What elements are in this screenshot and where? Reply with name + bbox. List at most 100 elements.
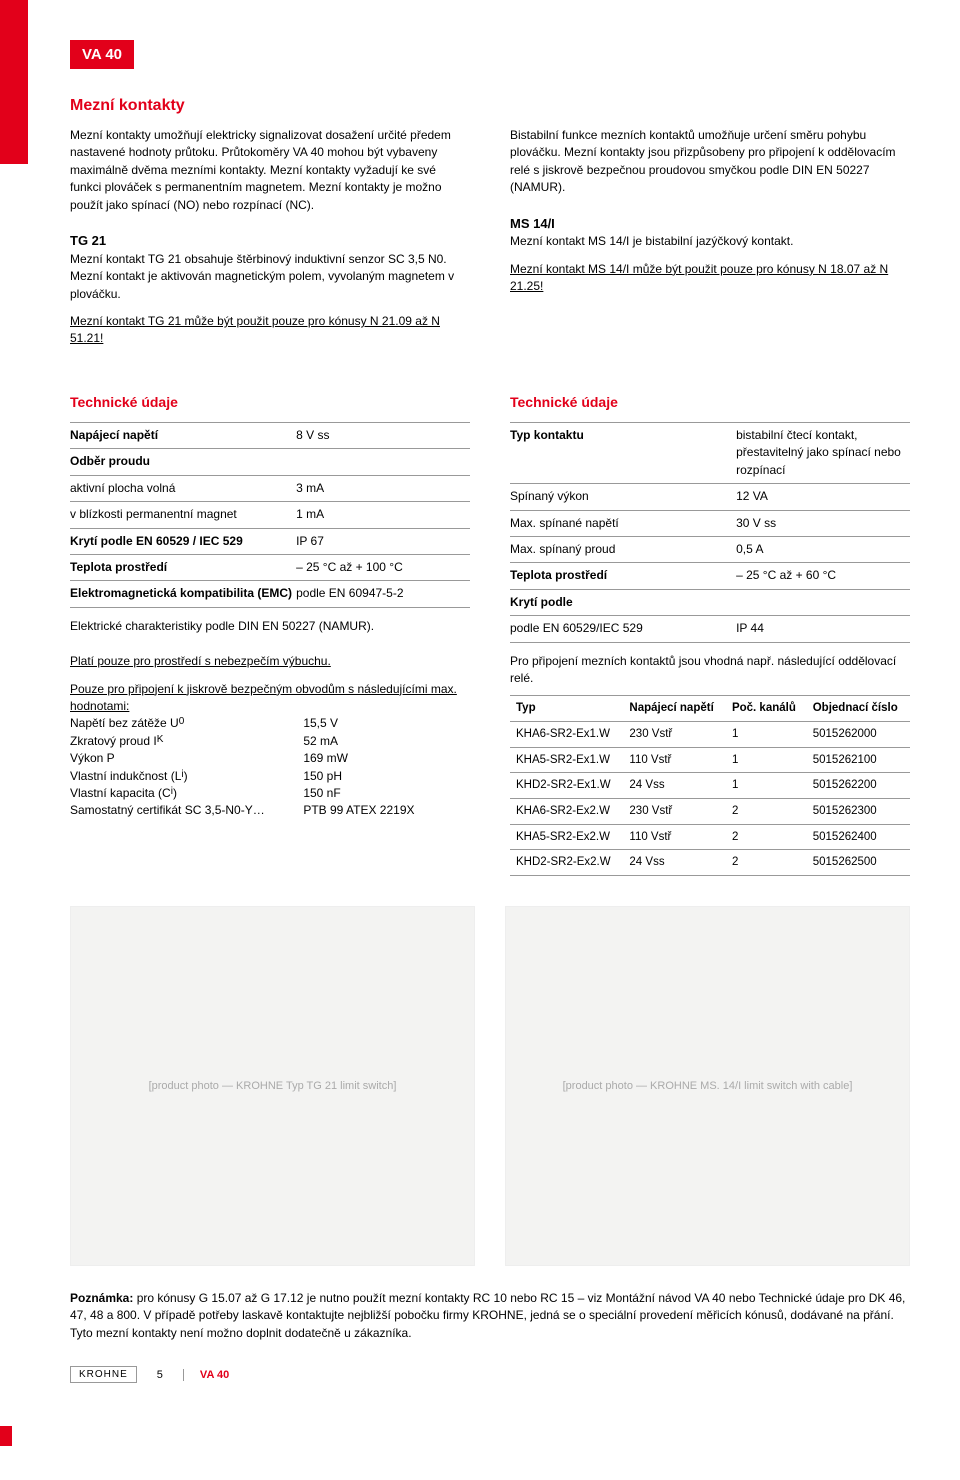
footer-logo: KROHNE [70, 1366, 137, 1383]
hodnoty-row: Zkratový proud IK52 mA [70, 733, 470, 750]
table-header-row: TypNapájecí napětíPoč. kanálůObjednací č… [510, 696, 910, 722]
hodnoty-label: Samostatný certifikát SC 3,5-N0-Y… [70, 802, 303, 819]
table-cell: 5015262000 [807, 722, 910, 748]
ms14-p1: Mezní kontakt MS 14/I je bistabilní jazý… [510, 233, 910, 250]
table-cell: KHD2-SR2-Ex2.W [510, 850, 623, 876]
intro-left-p1: Mezní kontakty umožňují elektricky signa… [70, 127, 470, 214]
table-row: KHA5-SR2-Ex1.W110 Vstř15015262100 [510, 747, 910, 773]
hodnoty-row: Výkon P169 mW [70, 750, 470, 767]
spec-value: – 25 °C až + 100 °C [296, 559, 470, 576]
hodnoty-value: PTB 99 ATEX 2219X [303, 802, 470, 819]
bottom-note-text: pro kónusy G 15.07 až G 17.12 je nutno p… [70, 1291, 905, 1340]
spec-row: Krytí podle EN 60529 / IEC 529IP 67 [70, 528, 470, 554]
table-cell: KHA5-SR2-Ex1.W [510, 747, 623, 773]
table-cell: 110 Vstř [623, 824, 726, 850]
tech-left-hodnoty: Napětí bez zátěže U015,5 VZkratový proud… [70, 715, 470, 819]
table-header-cell: Poč. kanálů [726, 696, 807, 722]
hodnoty-row: Samostatný certifikát SC 3,5-N0-Y…PTB 99… [70, 802, 470, 819]
ms14-p2: Mezní kontakt MS 14/I může být použit po… [510, 261, 910, 296]
tech-right-spec-block: Typ kontaktubistabilní čtecí kontakt, př… [510, 422, 910, 643]
photo-area: [product photo — KROHNE Typ TG 21 limit … [70, 906, 910, 1266]
hodnoty-value: 169 mW [303, 750, 470, 767]
spec-row: Max. spínané napětí30 V ss [510, 510, 910, 536]
spec-row: aktivní plocha volná3 mA [70, 475, 470, 501]
tech-left-note3: Pouze pro připojení k jiskrově bezpečným… [70, 681, 470, 716]
footer: KROHNE 5 VA 40 [70, 1366, 910, 1383]
spec-row: Napájecí napětí8 V ss [70, 422, 470, 448]
hodnoty-label: Vlastní kapacita (Ci) [70, 785, 303, 802]
spec-label: v blízkosti permanentní magnet [70, 506, 296, 523]
spec-value: IP 44 [736, 620, 910, 637]
spec-row: v blízkosti permanentní magnet1 mA [70, 501, 470, 527]
red-sidebar-accent [0, 0, 28, 164]
intro-left: Mezní kontakty umožňují elektricky signa… [70, 127, 470, 348]
hodnoty-row: Vlastní kapacita (Ci)150 nF [70, 785, 470, 802]
tech-left-title: Technické údaje [70, 392, 470, 412]
table-cell: KHA6-SR2-Ex1.W [510, 722, 623, 748]
spec-label: Typ kontaktu [510, 427, 736, 479]
table-cell: 5015262400 [807, 824, 910, 850]
spec-label: Elektromagnetická kompatibilita (EMC) [70, 585, 296, 602]
table-header-cell: Napájecí napětí [623, 696, 726, 722]
spec-value: 0,5 A [736, 541, 910, 558]
spec-value: 12 VA [736, 488, 910, 505]
spec-label: Teplota prostředí [510, 567, 736, 584]
bottom-note-label: Poznámka: [70, 1291, 133, 1305]
hodnoty-label: Vlastní indukčnost (Li) [70, 768, 303, 785]
spec-row: Typ kontaktubistabilní čtecí kontakt, př… [510, 422, 910, 483]
spec-value: 3 mA [296, 480, 470, 497]
table-cell: 5015262200 [807, 773, 910, 799]
intro-right: Bistabilní funkce mezních kontaktů umožň… [510, 127, 910, 348]
spec-value: 1 mA [296, 506, 470, 523]
tech-columns: Technické údaje Napájecí napětí8 V ssOdb… [70, 366, 910, 876]
table-row: KHD2-SR2-Ex1.W24 Vss15015262200 [510, 773, 910, 799]
spec-value [736, 594, 910, 611]
spec-label: Krytí podle EN 60529 / IEC 529 [70, 533, 296, 550]
spec-value [296, 453, 470, 470]
spec-label: podle EN 60529/IEC 529 [510, 620, 736, 637]
table-cell: 2 [726, 824, 807, 850]
spec-value: 30 V ss [736, 515, 910, 532]
tech-left: Technické údaje Napájecí napětí8 V ssOdb… [70, 366, 470, 876]
hodnoty-row: Napětí bez zátěže U015,5 V [70, 715, 470, 732]
spec-value: bistabilní čtecí kontakt, přestavitelný … [736, 427, 910, 479]
hodnoty-label: Výkon P [70, 750, 303, 767]
hodnoty-row: Vlastní indukčnost (Li)150 pH [70, 768, 470, 785]
table-cell: 230 Vstř [623, 722, 726, 748]
hodnoty-value: 15,5 V [303, 715, 470, 732]
hodnoty-label: Napětí bez zátěže U0 [70, 715, 303, 732]
table-cell: 5015262300 [807, 799, 910, 825]
table-header-cell: Objednací číslo [807, 696, 910, 722]
spec-value: podle EN 60947-5-2 [296, 585, 470, 602]
table-cell: KHA5-SR2-Ex2.W [510, 824, 623, 850]
tg21-p1: Mezní kontakt TG 21 obsahuje štěrbinový … [70, 251, 470, 303]
spec-row: Krytí podle [510, 589, 910, 615]
spec-value: IP 67 [296, 533, 470, 550]
hodnoty-value: 52 mA [303, 733, 470, 750]
table-cell: 5015262500 [807, 850, 910, 876]
hodnoty-label: Zkratový proud IK [70, 733, 303, 750]
spec-label: Spínaný výkon [510, 488, 736, 505]
spec-label: aktivní plocha volná [70, 480, 296, 497]
spec-row: Max. spínaný proud0,5 A [510, 536, 910, 562]
table-cell: 2 [726, 799, 807, 825]
tech-left-spec-block: Napájecí napětí8 V ssOdběr prouduaktivní… [70, 422, 470, 608]
spec-row: Odběr proudu [70, 448, 470, 474]
spec-label: Max. spínaný proud [510, 541, 736, 558]
spec-value: – 25 °C až + 60 °C [736, 567, 910, 584]
table-row: KHA5-SR2-Ex2.W110 Vstř25015262400 [510, 824, 910, 850]
table-cell: 24 Vss [623, 773, 726, 799]
page: VA 40 Mezní kontakty Mezní kontakty umož… [0, 0, 960, 1480]
table-cell: 1 [726, 722, 807, 748]
table-cell: KHA6-SR2-Ex2.W [510, 799, 623, 825]
intro-columns: Mezní kontakty umožňují elektricky signa… [70, 127, 910, 348]
tech-right-note: Pro připojení mezních kontaktů jsou vhod… [510, 653, 910, 688]
tg21-title: TG 21 [70, 232, 470, 251]
spec-label: Napájecí napětí [70, 427, 296, 444]
tech-right-title: Technické údaje [510, 392, 910, 412]
hodnoty-value: 150 pH [303, 768, 470, 785]
table-cell: 1 [726, 747, 807, 773]
spec-value: 8 V ss [296, 427, 470, 444]
footer-brand: VA 40 [183, 1369, 229, 1381]
table-cell: 110 Vstř [623, 747, 726, 773]
